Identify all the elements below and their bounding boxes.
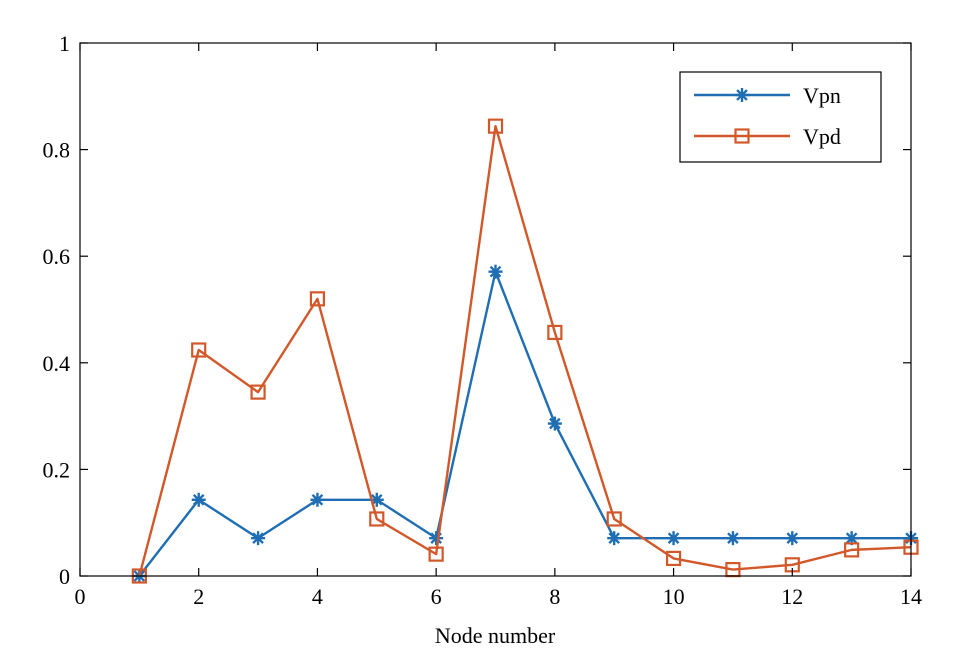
- x-tick-label: 4: [312, 584, 323, 609]
- data-point-vpn: [666, 531, 681, 546]
- y-tick-label: 0.2: [43, 457, 71, 482]
- data-point-vpd: [309, 291, 326, 307]
- x-tick-label: 10: [663, 584, 685, 609]
- data-point-vpd: [369, 511, 385, 527]
- legend-label: Vpd: [803, 124, 841, 149]
- y-tick-label: 0.4: [43, 351, 71, 376]
- data-point-vpd: [250, 384, 266, 400]
- data-point-vpn: [310, 492, 325, 507]
- data-point-vpd: [844, 542, 860, 558]
- data-point-vpd: [191, 342, 207, 358]
- y-tick-label: 1: [59, 31, 70, 56]
- x-tick-label: 14: [900, 584, 922, 609]
- legend: Vpn Vpd: [679, 71, 882, 163]
- data-point-vpd: [547, 324, 563, 341]
- plot-frame: [79, 42, 912, 577]
- legend-box: [679, 71, 882, 163]
- data-point-vpn: [251, 531, 266, 546]
- x-axis-title: Node number: [435, 623, 556, 648]
- y-tick-label: 0.8: [43, 138, 71, 163]
- data-point-vpd: [428, 546, 444, 562]
- data-point-vpd: [665, 550, 682, 567]
- data-point-vpn: [547, 416, 562, 431]
- data-point-vpd: [487, 118, 504, 134]
- data-point-vpd: [606, 511, 622, 527]
- data-point-vpn: [785, 531, 800, 546]
- legend-label: Vpn: [803, 83, 841, 108]
- legend-marker: [735, 88, 749, 102]
- x-tick-label: 6: [431, 584, 442, 609]
- legend-marker: [734, 128, 750, 144]
- x-tick-label: 0: [75, 584, 86, 609]
- x-tick-label: 8: [549, 584, 560, 609]
- legend-entry-vpd: Vpd: [694, 124, 841, 149]
- legend-entry-vpn: Vpn: [694, 83, 841, 108]
- series-line-vpd: [138, 124, 912, 577]
- data-point-vpn: [191, 492, 206, 507]
- legend-entries: Vpn Vpd: [694, 83, 841, 149]
- series-layer: [131, 118, 919, 584]
- y-tick-label: 0.6: [43, 244, 71, 269]
- data-point-vpn: [725, 531, 740, 546]
- x-tick-label: 2: [193, 584, 204, 609]
- data-point-vpn: [429, 531, 444, 546]
- data-point-vpn: [488, 264, 503, 279]
- tick-layer: 0 2 4 6 8 10 12 14 0 0.2 0.4 0.6 0.8 1: [43, 31, 923, 609]
- x-tick-label: 12: [781, 584, 803, 609]
- data-point-vpn: [607, 531, 622, 546]
- series-line-vpn: [138, 270, 911, 577]
- y-tick-label: 0: [59, 564, 70, 589]
